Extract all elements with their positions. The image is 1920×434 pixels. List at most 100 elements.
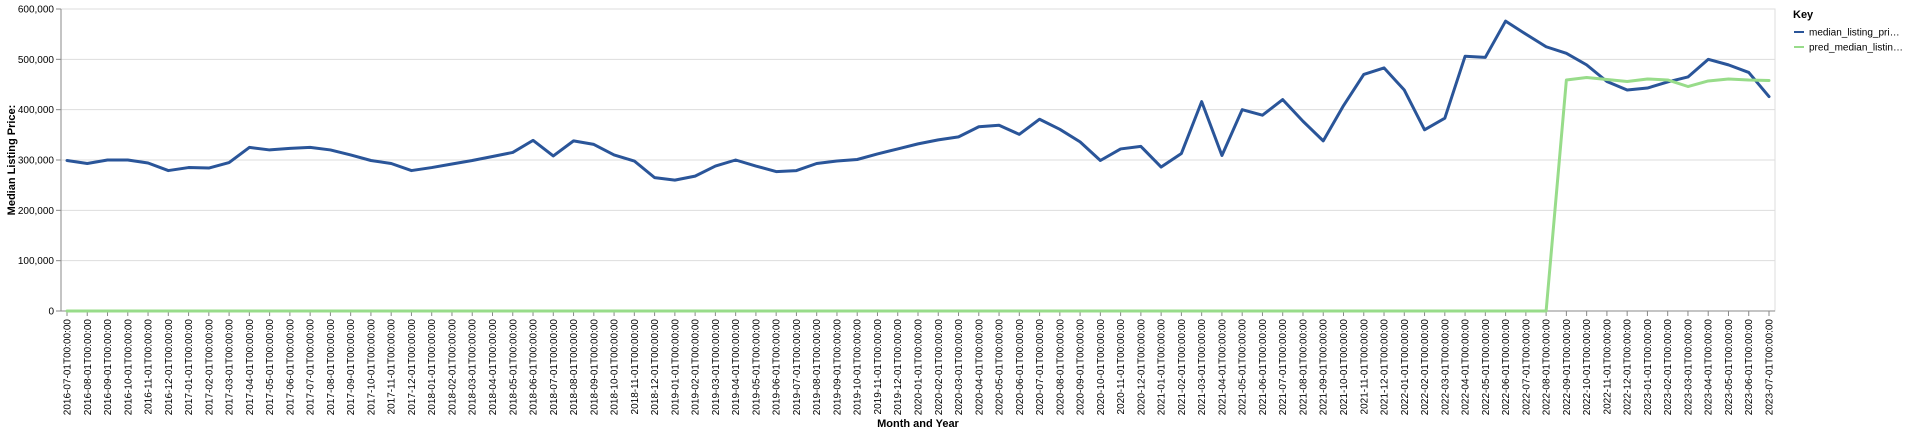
- x-tick-label: 2019-01-01T00:00:00: [670, 319, 681, 416]
- legend[interactable]: Key median_listing_pri… pred_median_listi…: [1793, 9, 1903, 54]
- x-tick-label: 2016-08-01T00:00:00: [83, 319, 94, 416]
- x-tick-label: 2019-05-01T00:00:00: [751, 319, 762, 416]
- x-tick-label: 2021-03-01T00:00:00: [1197, 319, 1208, 416]
- x-tick-label: 2020-04-01T00:00:00: [974, 319, 985, 416]
- y-tick-label: 600,000: [18, 5, 55, 16]
- legend-title: Key: [1793, 9, 1814, 21]
- x-tick-label: 2018-09-01T00:00:00: [589, 319, 600, 416]
- x-tick-label: 2020-08-01T00:00:00: [1055, 319, 1066, 416]
- x-tick-label: 2020-09-01T00:00:00: [1076, 319, 1087, 416]
- x-tick-label: 2018-10-01T00:00:00: [610, 319, 621, 416]
- x-tick-label: 2016-10-01T00:00:00: [123, 319, 134, 416]
- x-tick-label: 2019-10-01T00:00:00: [853, 319, 864, 416]
- x-tick-label: 2021-12-01T00:00:00: [1380, 319, 1391, 416]
- y-tick-label: 0: [48, 307, 54, 318]
- x-tick-label: 2017-07-01T00:00:00: [306, 319, 317, 416]
- x-tick-label: 2021-04-01T00:00:00: [1217, 319, 1228, 416]
- x-tick-label: 2019-02-01T00:00:00: [691, 319, 702, 416]
- x-tick-label: 2022-01-01T00:00:00: [1400, 319, 1411, 416]
- x-tick-label: 2016-11-01T00:00:00: [144, 319, 155, 415]
- x-tick-label: 2016-12-01T00:00:00: [164, 319, 175, 416]
- y-tick-label: 300,000: [18, 156, 55, 167]
- x-tick-label: 2022-07-01T00:00:00: [1521, 319, 1532, 416]
- x-tick-label: 2018-06-01T00:00:00: [529, 319, 540, 416]
- x-tick-label: 2019-04-01T00:00:00: [731, 319, 742, 416]
- x-tick-label: 2023-07-01T00:00:00: [1765, 319, 1776, 416]
- x-tick-label: 2017-12-01T00:00:00: [407, 319, 418, 416]
- x-tick-label: 2017-11-01T00:00:00: [387, 319, 398, 415]
- y-axis-title: Median Listing Price:: [6, 105, 18, 216]
- y-tick-label: 400,000: [18, 105, 55, 116]
- x-tick-label: 2018-11-01T00:00:00: [630, 319, 641, 415]
- x-tick-label: 2020-10-01T00:00:00: [1096, 319, 1107, 416]
- x-tick-label: 2020-07-01T00:00:00: [1035, 319, 1046, 416]
- x-tick-label: 2018-02-01T00:00:00: [447, 319, 458, 416]
- x-tick-label: 2020-03-01T00:00:00: [954, 319, 965, 416]
- x-tick-label: 2020-01-01T00:00:00: [914, 319, 925, 416]
- x-tick-label: 2020-12-01T00:00:00: [1136, 319, 1147, 416]
- x-tick-label: 2020-06-01T00:00:00: [1015, 319, 1026, 416]
- x-tick-label: 2018-01-01T00:00:00: [427, 319, 438, 416]
- x-tick-label: 2022-08-01T00:00:00: [1542, 319, 1553, 416]
- x-tick-label: 2023-04-01T00:00:00: [1704, 319, 1715, 416]
- legend-label: pred_median_listin…: [1809, 43, 1903, 54]
- x-tick-label: 2017-09-01T00:00:00: [346, 319, 357, 416]
- x-tick-label: 2020-02-01T00:00:00: [934, 319, 945, 416]
- gridlines: [60, 8, 1776, 312]
- x-tick-label: 2018-08-01T00:00:00: [569, 319, 580, 416]
- x-tick-label: 2021-06-01T00:00:00: [1258, 319, 1269, 416]
- x-tick-label: 2017-04-01T00:00:00: [245, 319, 256, 416]
- x-tick-label: 2022-11-01T00:00:00: [1602, 319, 1613, 415]
- x-tick-label: 2017-03-01T00:00:00: [225, 319, 236, 416]
- x-axis-title: Month and Year: [877, 418, 959, 430]
- x-axis: 2016-07-01T00:00:00 2016-08-01T00:00:00 20…: [61, 310, 1776, 416]
- y-tick-label: 200,000: [18, 206, 55, 217]
- x-tick-label: 2017-08-01T00:00:00: [326, 319, 337, 416]
- x-tick-label: 2022-05-01T00:00:00: [1481, 319, 1492, 416]
- x-tick-label: 2019-03-01T00:00:00: [711, 319, 722, 416]
- x-tick-label: 2021-09-01T00:00:00: [1319, 319, 1330, 416]
- x-tick-label: 2021-10-01T00:00:00: [1339, 319, 1350, 416]
- x-tick-label: 2022-02-01T00:00:00: [1420, 319, 1431, 416]
- series-line-median-listing-price[interactable]: [65, 19, 1771, 182]
- x-tick-label: 2017-05-01T00:00:00: [265, 319, 276, 416]
- x-tick-label: 2019-09-01T00:00:00: [832, 319, 843, 416]
- series-lines: [65, 19, 1771, 313]
- x-tick-label: 2017-06-01T00:00:00: [285, 319, 296, 416]
- x-tick-label: 2018-04-01T00:00:00: [488, 319, 499, 416]
- x-tick-label: 2018-12-01T00:00:00: [650, 319, 661, 416]
- x-tick-label: 2016-09-01T00:00:00: [103, 319, 114, 416]
- x-tick-label: 2021-08-01T00:00:00: [1298, 319, 1309, 416]
- series-line-pred-median-listing-price[interactable]: [65, 75, 1771, 313]
- x-tick-label: 2021-07-01T00:00:00: [1278, 319, 1289, 416]
- x-tick-label: 2023-01-01T00:00:00: [1643, 319, 1654, 416]
- x-tick-label: 2017-02-01T00:00:00: [204, 319, 215, 416]
- x-tick-label: 2021-05-01T00:00:00: [1238, 319, 1249, 416]
- x-tick-label: 2018-03-01T00:00:00: [468, 319, 479, 416]
- x-tick-label: 2023-06-01T00:00:00: [1744, 319, 1755, 416]
- x-tick-label: 2019-08-01T00:00:00: [812, 319, 823, 416]
- x-tick-label: 2019-12-01T00:00:00: [893, 319, 904, 416]
- legend-label: median_listing_pri…: [1809, 28, 1900, 39]
- x-tick-label: 2017-10-01T00:00:00: [366, 319, 377, 416]
- x-tick-label: 2022-10-01T00:00:00: [1582, 319, 1593, 416]
- x-tick-label: 2021-01-01T00:00:00: [1157, 319, 1168, 416]
- y-tick-label: 500,000: [18, 55, 55, 66]
- x-tick-label: 2023-05-01T00:00:00: [1724, 319, 1735, 416]
- x-tick-label: 2017-01-01T00:00:00: [184, 319, 195, 416]
- x-tick-label: 2023-03-01T00:00:00: [1683, 319, 1694, 416]
- x-tick-label: 2020-11-01T00:00:00: [1116, 319, 1127, 415]
- x-tick-label: 2016-07-01T00:00:00: [63, 319, 74, 416]
- x-tick-label: 2020-05-01T00:00:00: [995, 319, 1006, 416]
- x-tick-label: 2022-12-01T00:00:00: [1623, 319, 1634, 416]
- x-tick-label: 2023-02-01T00:00:00: [1663, 319, 1674, 416]
- x-tick-label: 2018-05-01T00:00:00: [508, 319, 519, 416]
- x-tick-label: 2022-09-01T00:00:00: [1562, 319, 1573, 416]
- x-tick-label: 2021-11-01T00:00:00: [1359, 319, 1370, 415]
- x-tick-label: 2019-06-01T00:00:00: [772, 319, 783, 416]
- x-tick-label: 2021-02-01T00:00:00: [1177, 319, 1188, 416]
- x-tick-label: 2022-04-01T00:00:00: [1461, 319, 1472, 416]
- x-tick-label: 2019-07-01T00:00:00: [792, 319, 803, 416]
- x-tick-label: 2022-06-01T00:00:00: [1501, 319, 1512, 416]
